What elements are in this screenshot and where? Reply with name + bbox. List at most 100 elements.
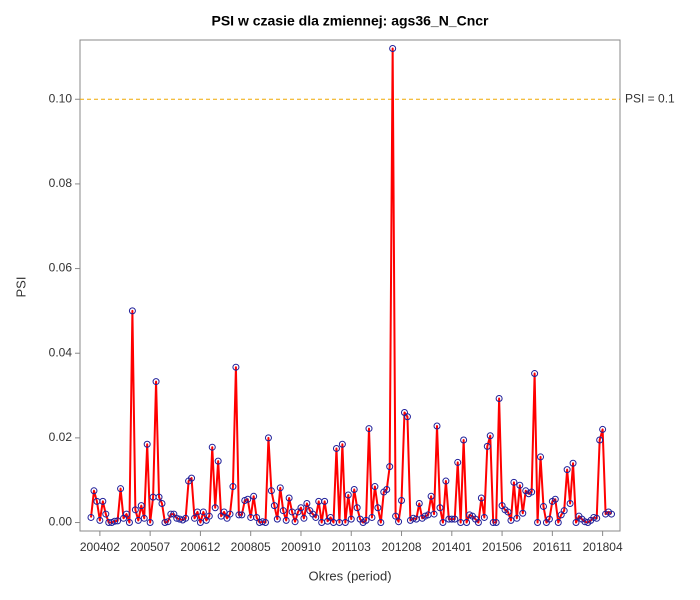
x-tick-label: 200402 xyxy=(80,540,120,554)
data-point xyxy=(403,413,411,421)
data-point xyxy=(516,481,524,489)
data-point xyxy=(551,495,559,503)
data-point xyxy=(250,492,258,500)
data-point xyxy=(593,514,601,522)
data-point xyxy=(386,463,394,471)
x-axis-label: Okres (period) xyxy=(308,568,391,583)
x-tick-label: 201401 xyxy=(432,540,472,554)
y-axis-label: PSI xyxy=(13,277,28,298)
data-point xyxy=(87,513,95,521)
data-point xyxy=(510,478,518,486)
data-point xyxy=(474,519,482,527)
data-point xyxy=(321,497,329,505)
plot-frame xyxy=(79,39,621,532)
data-point xyxy=(504,508,512,516)
data-point xyxy=(90,487,98,495)
data-point xyxy=(99,497,107,505)
data-point xyxy=(282,516,290,524)
data-point xyxy=(188,474,196,482)
y-tick-label: 0.00 xyxy=(49,515,73,529)
data-point xyxy=(374,504,382,512)
y-tick-label: 0.08 xyxy=(49,176,73,190)
data-point xyxy=(409,514,417,522)
data-point xyxy=(398,497,406,505)
data-point xyxy=(259,518,267,526)
data-point xyxy=(214,457,222,465)
data-point xyxy=(572,519,580,527)
y-tick-label: 0.04 xyxy=(49,345,73,359)
data-point xyxy=(365,425,373,433)
data-point xyxy=(297,504,305,512)
x-tick-label: 200507 xyxy=(130,540,170,554)
data-point xyxy=(276,484,284,492)
data-point xyxy=(436,504,444,512)
data-point xyxy=(96,516,104,524)
data-point xyxy=(155,493,163,501)
x-tick-label: 200612 xyxy=(180,540,220,554)
data-point xyxy=(235,511,243,519)
data-point xyxy=(232,363,240,371)
data-point xyxy=(371,483,379,491)
data-point xyxy=(182,514,190,522)
x-tick-label: 201804 xyxy=(583,540,623,554)
data-point xyxy=(285,494,293,502)
data-point xyxy=(560,507,568,515)
data-point xyxy=(495,395,503,403)
data-point xyxy=(528,488,536,496)
data-point xyxy=(590,513,598,521)
data-point xyxy=(229,483,237,491)
data-point xyxy=(164,518,172,526)
data-point xyxy=(196,519,204,527)
data-point xyxy=(439,519,447,527)
data-point xyxy=(448,515,456,523)
data-point xyxy=(244,495,252,503)
data-point xyxy=(460,436,468,444)
data-point xyxy=(220,508,228,516)
series-line xyxy=(90,47,613,524)
x-tick-label: 200805 xyxy=(231,540,271,554)
data-point xyxy=(537,453,545,461)
data-point xyxy=(226,510,234,518)
x-tick-label: 200910 xyxy=(281,540,321,554)
data-point xyxy=(102,510,110,518)
data-point xyxy=(350,486,358,494)
data-point xyxy=(569,459,577,467)
data-point xyxy=(554,519,562,527)
data-point xyxy=(205,512,213,520)
data-point xyxy=(353,504,361,512)
x-tick-label: 201103 xyxy=(332,540,371,554)
data-point xyxy=(507,516,515,524)
data-point xyxy=(489,519,497,527)
data-point xyxy=(117,485,125,493)
data-point xyxy=(134,516,142,524)
data-point xyxy=(125,519,133,527)
data-point xyxy=(483,442,491,450)
data-point xyxy=(264,434,272,442)
data-point xyxy=(303,499,311,507)
data-point xyxy=(608,510,615,518)
data-point xyxy=(347,515,355,523)
data-point xyxy=(513,514,521,522)
data-point xyxy=(191,514,199,522)
data-point xyxy=(273,515,281,523)
data-point xyxy=(111,517,119,525)
data-point xyxy=(492,519,500,527)
data-point xyxy=(344,491,352,499)
data-point xyxy=(238,511,246,519)
x-tick-label: 201611 xyxy=(533,540,572,554)
data-point xyxy=(161,519,169,527)
data-point xyxy=(519,509,527,517)
data-point xyxy=(137,502,145,510)
data-point xyxy=(128,307,136,315)
data-point xyxy=(167,510,175,518)
y-tick-label: 0.02 xyxy=(49,430,73,444)
data-point xyxy=(534,519,542,527)
data-point xyxy=(140,514,148,522)
data-point xyxy=(152,378,160,386)
data-point xyxy=(539,502,547,510)
data-point xyxy=(430,510,438,518)
chart-title: PSI w czasie dla zmiennej: ags36_N_Cncr xyxy=(211,13,489,29)
data-point xyxy=(383,486,391,494)
